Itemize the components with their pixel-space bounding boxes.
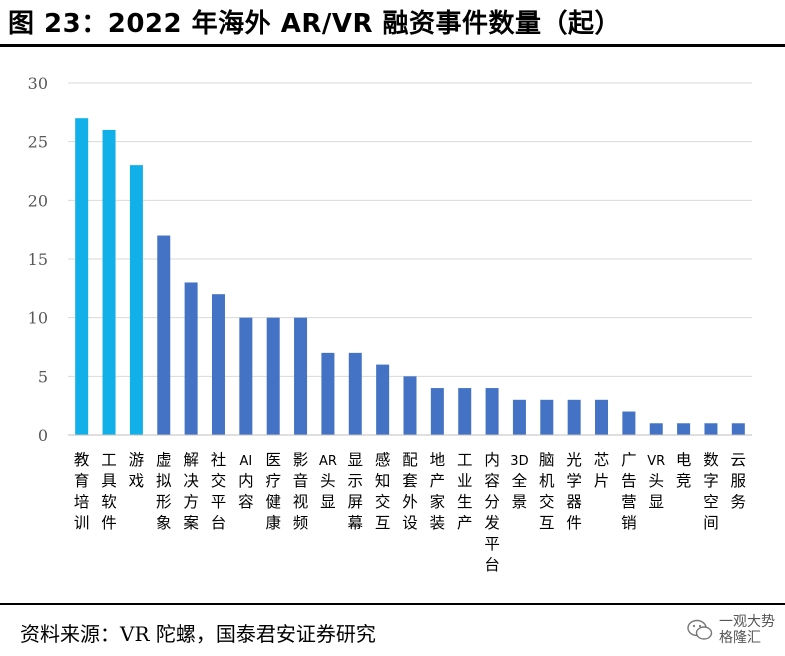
bar <box>184 282 198 435</box>
bar <box>458 388 472 435</box>
bar <box>485 388 499 435</box>
x-tick-label: 工业生产 <box>457 451 473 532</box>
x-tick-label: 光学器件 <box>566 451 582 532</box>
bar <box>266 317 280 435</box>
bar <box>211 294 225 435</box>
bar <box>622 411 636 435</box>
x-tick-label: AI 内容 <box>238 454 254 511</box>
x-tick-label: 广告营销 <box>621 451 637 532</box>
x-tick-label: 芯片 <box>594 451 610 490</box>
x-tick-label: 脑机交互 <box>539 451 555 532</box>
x-tick-label: 地产家装 <box>430 451 446 532</box>
x-tick-label: VR 头显 <box>647 454 665 511</box>
x-tick-label: 感知交互 <box>375 451 391 532</box>
x-tick-label: 配套外设 <box>402 451 418 532</box>
x-tick-label: 显示屏幕 <box>348 451 364 532</box>
y-tick-label: 15 <box>28 250 48 269</box>
bar <box>567 399 581 435</box>
x-tick-label: 电竞 <box>676 451 692 490</box>
bar <box>540 399 554 435</box>
y-axis-ticks: 0 5 10 15 20 25 30 <box>28 74 48 445</box>
x-tick-label: 教育培训 <box>74 451 90 532</box>
x-tick-label: 医疗健康 <box>265 451 281 532</box>
bars <box>75 118 745 435</box>
wechat-icon <box>687 619 713 640</box>
bar <box>102 129 116 435</box>
watermark: 一观大势 格隆汇 <box>687 614 775 646</box>
bar <box>512 399 526 435</box>
x-tick-label: AR 头显 <box>319 454 337 511</box>
y-tick-label: 25 <box>28 133 48 152</box>
bar <box>239 317 253 435</box>
watermark-line2: 格隆汇 <box>719 630 761 646</box>
x-tick-label: 云服务 <box>731 451 747 511</box>
bar <box>129 165 143 435</box>
title-divider <box>0 44 785 47</box>
y-tick-label: 5 <box>38 367 48 386</box>
gridlines <box>68 82 752 377</box>
source-note: 资料来源：VR 陀螺，国泰君安证券研究 <box>20 622 376 646</box>
chart-title: 图 23：2022 年海外 AR/VR 融资事件数量（起） <box>8 9 622 39</box>
x-tick-label: 内容分发平台 <box>484 451 500 574</box>
bar <box>348 352 362 435</box>
x-tick-label: 虚拟形象 <box>156 451 172 532</box>
bar <box>294 317 308 435</box>
y-tick-label: 20 <box>28 191 48 210</box>
x-tick-label: 3D 全景 <box>510 454 528 511</box>
x-tick-label: 社交平台 <box>211 451 227 532</box>
bar <box>677 423 691 435</box>
bar <box>731 423 745 435</box>
bar <box>157 235 171 435</box>
bar <box>376 364 390 435</box>
x-tick-label: 数字空间 <box>703 451 719 532</box>
y-tick-label: 0 <box>38 426 48 445</box>
bar <box>649 423 663 435</box>
y-tick-label: 10 <box>28 309 48 328</box>
bar <box>595 399 609 435</box>
x-tick-label: 游戏 <box>129 451 145 490</box>
bar <box>403 376 417 435</box>
x-tick-label: 解决方案 <box>183 451 199 532</box>
bar <box>704 423 718 435</box>
bar <box>430 388 444 435</box>
bar <box>321 352 335 435</box>
x-tick-label: 工具软件 <box>101 451 117 532</box>
footer-divider <box>0 603 785 605</box>
y-tick-label: 30 <box>28 74 48 93</box>
x-tick-label: 影音视频 <box>293 451 309 532</box>
bar <box>75 118 89 435</box>
watermark-line1: 一观大势 <box>719 614 775 630</box>
